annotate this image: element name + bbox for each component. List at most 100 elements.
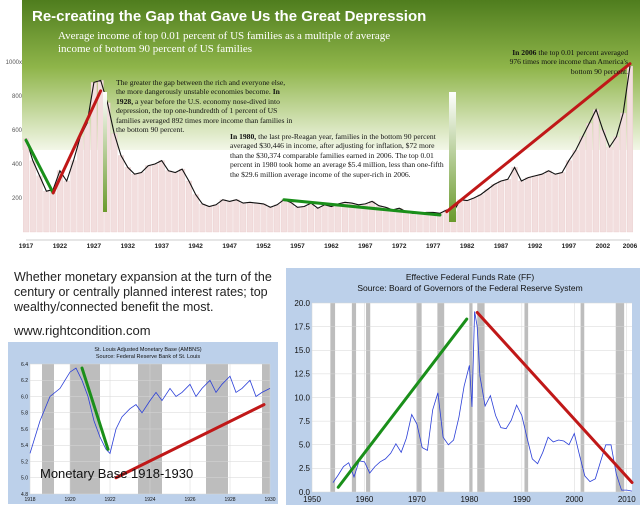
ff-title: Effective Federal Funds Rate (FF) <box>406 272 535 282</box>
income-bar <box>172 172 179 233</box>
income-bar <box>179 168 186 233</box>
income-bar <box>111 133 118 233</box>
y-tick-label: 600 <box>12 128 23 134</box>
trend-line <box>475 310 634 485</box>
income-bar <box>97 80 104 233</box>
ff-grid <box>311 302 632 493</box>
income-bar <box>138 172 145 233</box>
x-tick-label: 1967 <box>358 243 373 250</box>
x-tick-label: 1937 <box>154 243 169 250</box>
x-tick-label: 1920 <box>64 497 75 503</box>
trend-line <box>336 317 469 489</box>
y-tick-label: 1000x <box>6 60 22 66</box>
income-bar <box>22 138 30 233</box>
x-tick-label: 1997 <box>562 243 577 250</box>
income-bar <box>246 202 253 233</box>
x-tick-label: 1962 <box>324 243 339 250</box>
pillar-1978 <box>449 92 456 222</box>
y-tick-label: 800 <box>12 94 23 100</box>
y-axis-ticks: 200 400 600 800 1000x <box>6 60 23 202</box>
income-bar <box>118 155 125 233</box>
income-bar <box>308 202 315 233</box>
monetary-base-chart: St. Louis Adjusted Monetary Base (AMBNS)… <box>8 342 278 504</box>
income-bar <box>240 202 247 233</box>
y-tick-label: 6.2 <box>21 378 28 384</box>
income-bar <box>158 160 165 233</box>
income-bars <box>22 65 634 233</box>
income-bar <box>321 204 328 233</box>
income-bar <box>525 177 532 233</box>
income-bar <box>131 174 138 233</box>
income-bar <box>518 180 525 233</box>
income-bar <box>43 191 50 233</box>
site-url[interactable]: www.rightcondition.com <box>14 323 151 338</box>
x-tick-label: 1982 <box>460 243 475 250</box>
chart-title: Re-creating the Gap that Gave Us the Gre… <box>32 8 427 25</box>
income-bar <box>409 213 416 233</box>
x-tick-label: 1927 <box>87 243 102 250</box>
income-bar <box>613 136 620 233</box>
mb-grid <box>29 363 271 495</box>
mb-source: Source: Federal Reserve Bank of St. Loui… <box>96 354 200 360</box>
y-tick-label: 5.8 <box>21 411 28 417</box>
income-bar <box>84 123 91 233</box>
trend-line <box>114 403 266 480</box>
mb-y-ticks: 4.8 5.0 5.2 5.4 5.6 5.8 6.0 6.2 6.4 <box>21 362 28 498</box>
x-tick-label: 1947 <box>222 243 237 250</box>
x-tick-label: 1917 <box>19 243 34 250</box>
x-tick-label: 1970 <box>408 495 426 504</box>
income-bar <box>314 208 321 233</box>
income-bar <box>165 170 172 233</box>
trend-lines <box>24 62 632 217</box>
note-1928-intro: The greater the gap between the rich and… <box>116 78 286 97</box>
trend-line <box>24 138 55 195</box>
fed-funds-chart: Effective Federal Funds Rate (FF) Source… <box>286 268 640 505</box>
note-1928-year: In 1928, <box>116 87 280 106</box>
income-bar <box>219 199 226 233</box>
note-1980-text: the last pre-Reagan year, families in th… <box>230 132 444 179</box>
ff-source: Source: Board of Governors of the Federa… <box>357 283 582 293</box>
income-bar <box>50 189 57 233</box>
income-bar <box>301 206 308 233</box>
y-tick-label: 15.0 <box>294 346 310 355</box>
income-bar <box>599 129 606 233</box>
x-tick-label: 1960 <box>356 495 374 504</box>
y-tick-label: 2.5 <box>299 464 311 473</box>
ff-trend-lines <box>336 310 634 489</box>
header-band <box>22 0 640 150</box>
y-tick-label: 7.5 <box>299 417 311 426</box>
y-tick-label: 5.6 <box>21 427 28 433</box>
x-tick-label: 1928 <box>224 497 235 503</box>
x-tick-label: 1990 <box>513 495 531 504</box>
y-tick-label: 5.0 <box>299 441 311 450</box>
mb-x-ticks: 1918 1920 1922 1924 1926 1928 1930 <box>24 497 275 503</box>
income-bar <box>335 203 342 233</box>
income-bar <box>226 201 233 233</box>
x-tick-label: 1987 <box>494 243 509 250</box>
income-bar <box>151 163 158 233</box>
note-1980: In 1980, the last pre-Reagan year, famil… <box>230 132 445 179</box>
x-tick-label: 1952 <box>256 243 271 250</box>
income-bar <box>294 207 301 233</box>
income-bar <box>145 165 152 233</box>
monetary-base-label: Monetary Base 1918-1930 <box>40 466 194 481</box>
monetary-base-line <box>29 367 271 455</box>
income-bar <box>579 136 586 233</box>
trend-line <box>282 198 442 217</box>
income-bar <box>328 206 335 233</box>
income-bar <box>559 172 566 233</box>
income-bar <box>477 194 484 233</box>
note-2006-text: the top 0.01 percent averaged 976 times … <box>509 48 628 76</box>
x-tick-label: 1926 <box>184 497 195 503</box>
x-tick-label: 1922 <box>104 497 115 503</box>
income-gap-line <box>25 66 631 214</box>
mb-trend-lines <box>80 366 266 480</box>
note-1928-text: a year before the U.S. economy nose-dive… <box>116 96 293 135</box>
y-tick-label: 17.5 <box>294 322 310 331</box>
income-bar <box>565 160 572 233</box>
x-tick-label: 1932 <box>121 243 136 250</box>
income-bar <box>464 200 471 233</box>
income-bar <box>443 209 450 233</box>
x-tick-label: 1992 <box>528 243 543 250</box>
income-bar <box>77 136 84 233</box>
